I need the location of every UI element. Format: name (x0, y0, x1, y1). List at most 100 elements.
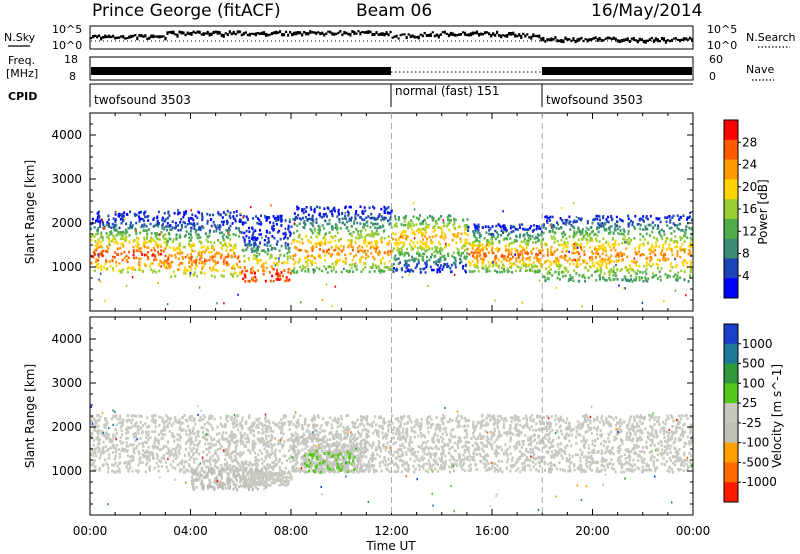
power-point (587, 269, 590, 272)
power-point (233, 211, 236, 214)
power-point (406, 247, 409, 251)
power-point (579, 232, 582, 236)
power-point (112, 234, 115, 238)
power-noise-point (293, 222, 296, 225)
power-noise-point (400, 235, 402, 238)
power-point (173, 211, 176, 215)
velocity-point (148, 458, 151, 462)
power-point (443, 258, 446, 262)
power-point (392, 232, 395, 235)
power-point (365, 216, 368, 220)
power-point (627, 271, 630, 274)
power-point (283, 269, 286, 272)
velocity-point (198, 452, 201, 456)
power-point (366, 249, 369, 253)
velocity-point (319, 446, 323, 450)
power-point (549, 268, 552, 271)
power-point (472, 251, 475, 255)
velocity-point (384, 460, 387, 463)
power-point (141, 253, 144, 256)
power-point (372, 223, 375, 226)
power-point (287, 279, 290, 282)
velocity-point (365, 428, 368, 432)
power-point (462, 244, 465, 247)
velocity-point (361, 415, 364, 419)
power-point (143, 238, 146, 241)
power-point (293, 271, 296, 274)
power-point (604, 248, 607, 252)
velocity-point (306, 428, 309, 432)
power-point (534, 241, 537, 244)
power-point (535, 254, 538, 258)
power-point (208, 231, 211, 234)
power-point (107, 224, 110, 227)
velocity-point (219, 447, 222, 450)
noise-point (459, 33, 463, 36)
power-point (254, 254, 257, 257)
power-point (679, 255, 682, 259)
power-point (251, 266, 254, 269)
power-point (415, 264, 418, 268)
power-point (562, 256, 565, 260)
power-point (146, 215, 149, 219)
power-point (413, 257, 416, 261)
power-point (398, 236, 401, 239)
power-point (649, 214, 652, 218)
power-point (387, 235, 390, 238)
power-point (509, 265, 512, 269)
power-point (382, 230, 385, 233)
power-point (394, 238, 397, 241)
power-point (92, 255, 95, 259)
power-point (422, 255, 425, 259)
velocity-point (127, 460, 130, 464)
velocity-point (176, 445, 179, 449)
power-point (667, 257, 670, 261)
power-point (401, 252, 404, 256)
velocity-point (178, 438, 181, 442)
power-point (564, 274, 567, 278)
velocity-point (188, 434, 191, 437)
power-point (197, 228, 200, 231)
power-point (119, 237, 122, 241)
power-point (350, 239, 353, 242)
power-point (598, 278, 601, 281)
noise-point (415, 35, 418, 39)
noise-point (118, 36, 121, 39)
power-point (268, 270, 271, 274)
velocity-point (90, 431, 94, 435)
power-point (261, 264, 264, 268)
power-point (680, 236, 683, 240)
power-point (435, 260, 438, 263)
power-point (311, 223, 314, 226)
power-point (94, 248, 97, 252)
power-noise-point (273, 268, 275, 271)
power-point (109, 264, 112, 268)
noise-point (656, 38, 660, 43)
power-point (144, 210, 147, 214)
velocity-point (178, 461, 182, 465)
power-point (515, 239, 518, 243)
velocity-point (206, 420, 209, 424)
power-point (186, 222, 189, 226)
velocity-point (308, 430, 311, 434)
power-point (604, 278, 607, 282)
velocity-point (162, 456, 165, 459)
velocity-point (239, 439, 242, 443)
power-point (556, 221, 559, 224)
power-point (437, 268, 440, 271)
power-point (549, 252, 552, 256)
power-point (691, 228, 693, 232)
velocity-point (127, 467, 130, 471)
velocity-point (130, 421, 133, 425)
power-point (525, 250, 528, 254)
power-point (326, 215, 329, 218)
power-point (225, 249, 228, 253)
velocity-point (126, 428, 129, 432)
power-point (144, 263, 147, 266)
power-point (566, 218, 569, 222)
power-point (215, 229, 218, 233)
power-point (361, 209, 364, 213)
noise-point (146, 37, 149, 40)
power-point (689, 236, 692, 240)
power-point (436, 222, 439, 225)
